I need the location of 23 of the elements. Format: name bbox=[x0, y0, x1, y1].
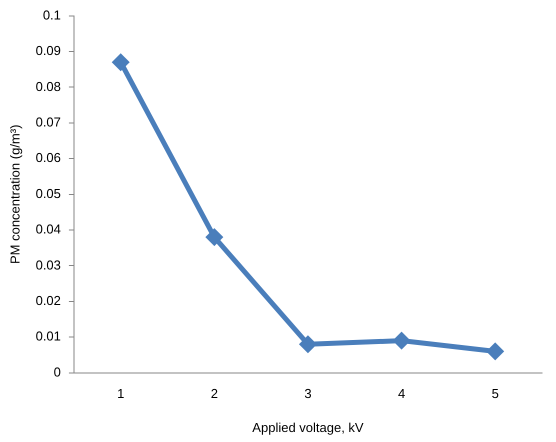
x-axis-title: Applied voltage, kV bbox=[252, 420, 364, 435]
y-tick-label: 0.09 bbox=[36, 43, 61, 58]
x-tick-label: 5 bbox=[492, 386, 499, 402]
y-tick-label: 0.04 bbox=[36, 222, 61, 237]
y-tick-label: 0.1 bbox=[42, 7, 61, 22]
y-tick-label: 0.01 bbox=[36, 328, 61, 344]
point bbox=[205, 228, 224, 246]
x-tick-label: 2 bbox=[210, 386, 218, 402]
y-tick-label: 0 bbox=[54, 364, 61, 380]
point bbox=[486, 342, 504, 360]
x-tick-label: 1 bbox=[117, 386, 124, 402]
y-tick-label: 0.06 bbox=[36, 150, 61, 166]
y-tick-label: 0.03 bbox=[36, 257, 61, 272]
y-axis-title: PM concentration (g/m³) bbox=[7, 124, 22, 264]
y-tick-label: 0.08 bbox=[36, 78, 61, 94]
x-tick-label: 3 bbox=[304, 386, 312, 402]
y-tick-label: 0.02 bbox=[36, 292, 61, 308]
y-tick-label: 0.07 bbox=[36, 114, 61, 130]
x-tick-label: 4 bbox=[398, 386, 406, 402]
point bbox=[298, 335, 317, 354]
point bbox=[112, 53, 130, 72]
y-tick-label: 0.05 bbox=[36, 186, 61, 201]
point bbox=[392, 332, 411, 350]
